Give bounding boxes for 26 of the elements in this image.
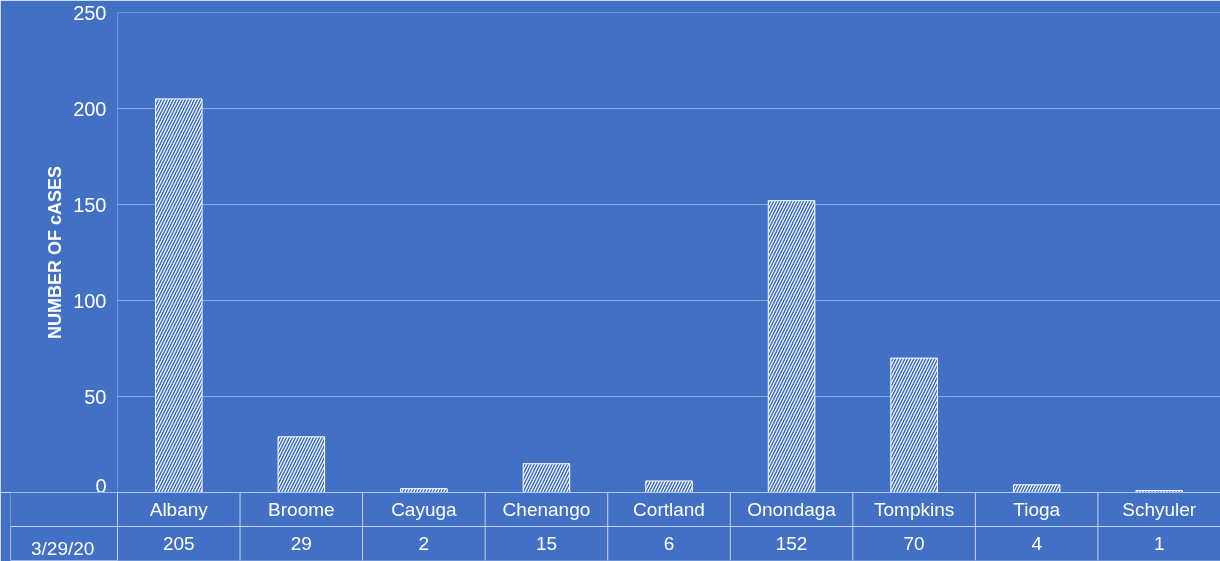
- data-label: 6: [663, 533, 675, 554]
- data-label: 15: [535, 533, 558, 554]
- y-tick-label: 200: [73, 97, 107, 120]
- y-tick-label: 0: [95, 474, 107, 497]
- data-label: 4: [1031, 533, 1043, 554]
- x-tick-label: Schyuler: [1122, 499, 1197, 520]
- x-tick-label: Cortland: [633, 499, 705, 520]
- x-tick-label: Onondaga: [747, 499, 837, 520]
- y-tick-label: 250: [73, 1, 107, 24]
- data-label: 205: [162, 533, 195, 554]
- x-tick-label: Cayuga: [391, 499, 458, 520]
- data-label: 70: [903, 533, 925, 554]
- x-tick-label: Chenango: [502, 499, 591, 520]
- y-axis-title: NUMBER OF cASES: [45, 165, 66, 340]
- data-label: 1: [1153, 533, 1165, 554]
- data-label: 152: [775, 533, 808, 554]
- y-tick-label: 150: [73, 193, 107, 216]
- data-label: 2: [418, 533, 430, 554]
- x-tick-label: Albany: [149, 499, 209, 520]
- data-label: 29: [290, 533, 312, 554]
- y-tick-label: 100: [73, 289, 107, 312]
- x-tick-label: Tompkins: [873, 499, 955, 520]
- x-tick-label: Tioga: [1013, 499, 1061, 520]
- text: 3/29/20: [31, 538, 95, 560]
- x-tick-label: Broome: [268, 499, 335, 520]
- y-tick-label: 50: [84, 385, 107, 408]
